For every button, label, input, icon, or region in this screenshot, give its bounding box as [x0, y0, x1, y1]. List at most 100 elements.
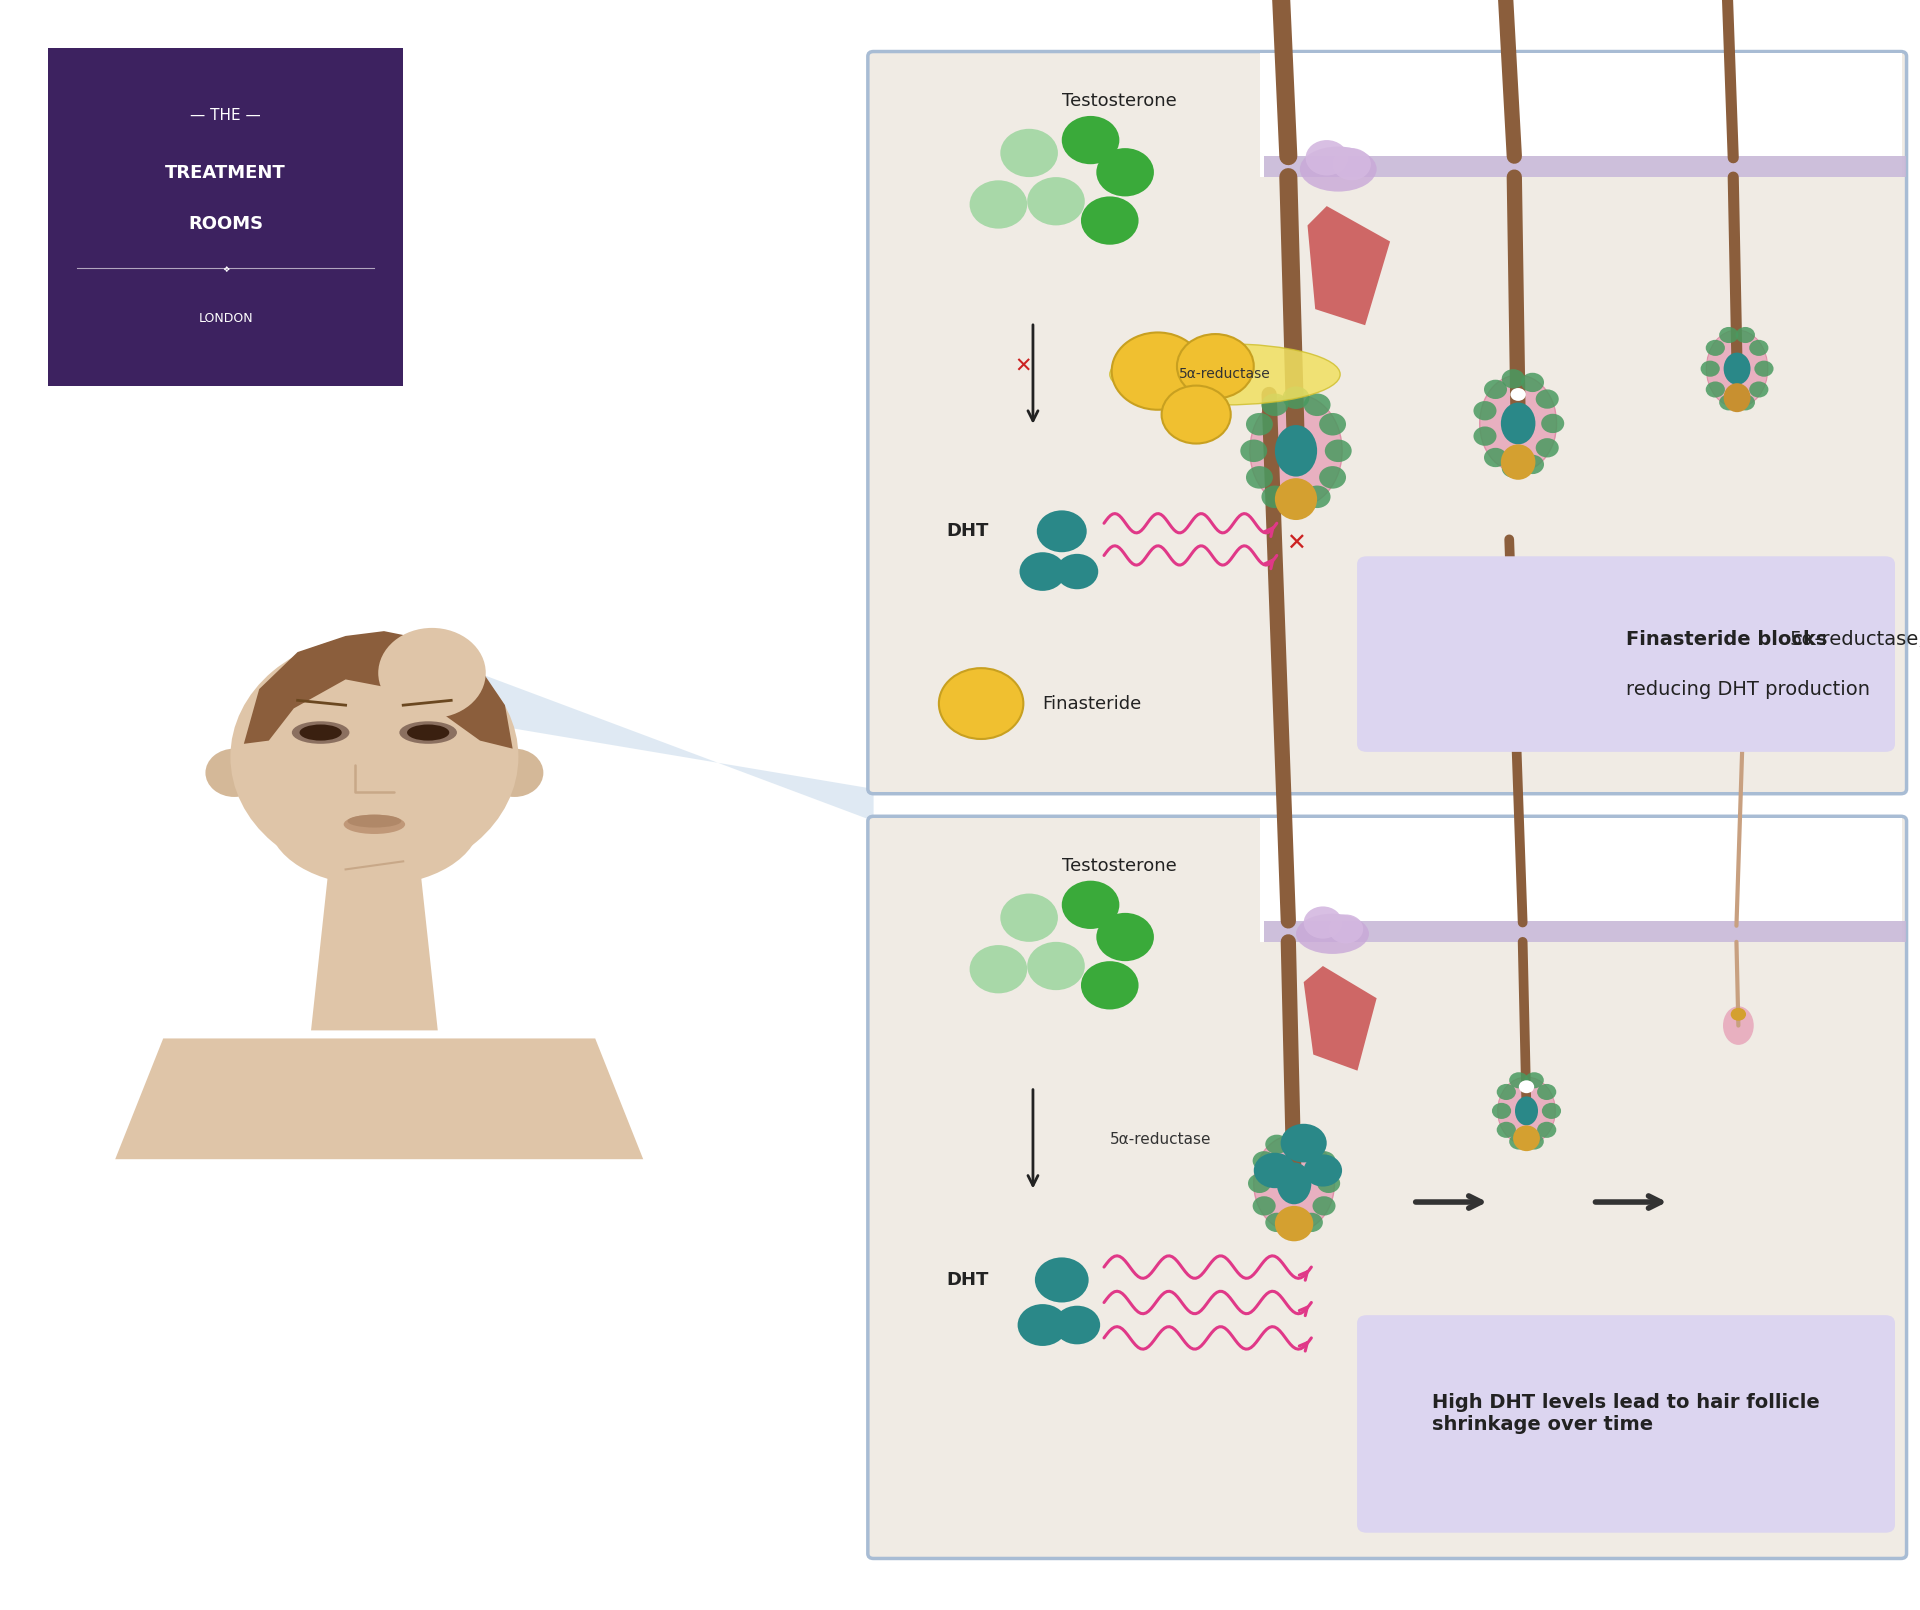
Circle shape — [1281, 1124, 1327, 1162]
Ellipse shape — [407, 724, 449, 741]
Circle shape — [1035, 1257, 1089, 1302]
Text: — THE —: — THE — — [190, 108, 261, 124]
Circle shape — [1730, 1008, 1745, 1021]
Ellipse shape — [1513, 1125, 1540, 1151]
Circle shape — [1261, 393, 1288, 415]
Circle shape — [1519, 1080, 1534, 1093]
Circle shape — [1473, 427, 1496, 446]
Circle shape — [1329, 914, 1363, 943]
Circle shape — [1304, 393, 1331, 415]
Circle shape — [1096, 913, 1154, 961]
Circle shape — [1248, 1174, 1271, 1193]
Ellipse shape — [269, 757, 480, 886]
Polygon shape — [244, 631, 513, 749]
Circle shape — [1705, 340, 1724, 356]
Text: High DHT levels lead to hair follicle
shrinkage over time: High DHT levels lead to hair follicle sh… — [1432, 1393, 1820, 1435]
Circle shape — [1000, 129, 1058, 177]
Polygon shape — [422, 652, 874, 821]
Circle shape — [970, 180, 1027, 229]
Circle shape — [1524, 1133, 1544, 1150]
Ellipse shape — [1250, 394, 1342, 507]
Circle shape — [1718, 327, 1738, 343]
Circle shape — [1054, 1306, 1100, 1344]
Circle shape — [1319, 412, 1346, 435]
Circle shape — [1498, 1122, 1517, 1138]
Circle shape — [1304, 1154, 1342, 1187]
Circle shape — [1509, 1133, 1528, 1150]
Text: LONDON: LONDON — [198, 312, 253, 325]
Circle shape — [1511, 388, 1526, 401]
Circle shape — [1313, 1196, 1336, 1216]
Text: 5α-reductase,: 5α-reductase, — [1789, 630, 1920, 649]
Polygon shape — [311, 853, 438, 1030]
Circle shape — [1265, 1135, 1288, 1154]
Polygon shape — [115, 1038, 643, 1159]
FancyBboxPatch shape — [868, 816, 1907, 1558]
Bar — [1263, 156, 1907, 177]
Circle shape — [1056, 554, 1098, 589]
Circle shape — [1317, 1174, 1340, 1193]
Ellipse shape — [1498, 1077, 1555, 1145]
Circle shape — [1749, 382, 1768, 398]
Circle shape — [1283, 493, 1309, 515]
Circle shape — [1283, 386, 1309, 409]
Circle shape — [1246, 465, 1273, 488]
Circle shape — [1162, 385, 1231, 443]
Bar — [48, 48, 403, 386]
Circle shape — [230, 636, 518, 877]
Circle shape — [1261, 486, 1288, 509]
Circle shape — [970, 945, 1027, 993]
Ellipse shape — [1275, 1206, 1313, 1241]
Ellipse shape — [1515, 1096, 1538, 1125]
Text: ROOMS: ROOMS — [188, 216, 263, 233]
Circle shape — [1509, 1072, 1528, 1088]
Ellipse shape — [1501, 444, 1536, 480]
Circle shape — [1304, 486, 1331, 509]
Ellipse shape — [1265, 1146, 1323, 1220]
Ellipse shape — [1296, 914, 1369, 953]
Circle shape — [1484, 380, 1507, 399]
Circle shape — [1538, 1122, 1557, 1138]
Circle shape — [1705, 382, 1724, 398]
Circle shape — [378, 628, 486, 718]
Ellipse shape — [1300, 147, 1377, 192]
FancyBboxPatch shape — [1357, 557, 1895, 752]
Ellipse shape — [1501, 402, 1536, 444]
Circle shape — [1300, 1135, 1323, 1154]
Circle shape — [1240, 440, 1267, 462]
Circle shape — [1542, 414, 1565, 433]
Circle shape — [939, 668, 1023, 739]
Text: Finasteride: Finasteride — [1043, 694, 1142, 713]
Circle shape — [486, 749, 543, 797]
Circle shape — [1283, 1219, 1306, 1238]
FancyBboxPatch shape — [868, 52, 1907, 794]
Circle shape — [1018, 1304, 1068, 1346]
Circle shape — [1536, 390, 1559, 409]
Ellipse shape — [292, 721, 349, 744]
Text: 5α-reductase: 5α-reductase — [1110, 1132, 1212, 1146]
Ellipse shape — [348, 815, 401, 828]
Ellipse shape — [344, 815, 405, 834]
Circle shape — [1246, 412, 1273, 435]
Circle shape — [1306, 140, 1348, 175]
Circle shape — [1736, 394, 1755, 411]
Circle shape — [1332, 148, 1371, 180]
Ellipse shape — [399, 721, 457, 744]
Circle shape — [1524, 1072, 1544, 1088]
Circle shape — [1000, 894, 1058, 942]
Circle shape — [1319, 467, 1346, 489]
Circle shape — [1027, 942, 1085, 990]
Ellipse shape — [1275, 478, 1317, 520]
Circle shape — [1521, 454, 1544, 473]
Bar — [1260, 53, 1903, 177]
Circle shape — [1304, 906, 1342, 939]
Circle shape — [1252, 1151, 1275, 1170]
Circle shape — [1252, 1196, 1275, 1216]
Circle shape — [1177, 333, 1254, 398]
Circle shape — [205, 749, 263, 797]
Circle shape — [1265, 1212, 1288, 1232]
Ellipse shape — [1722, 1006, 1753, 1045]
Circle shape — [1062, 881, 1119, 929]
Ellipse shape — [1480, 375, 1557, 472]
Text: Testosterone: Testosterone — [1062, 92, 1177, 111]
